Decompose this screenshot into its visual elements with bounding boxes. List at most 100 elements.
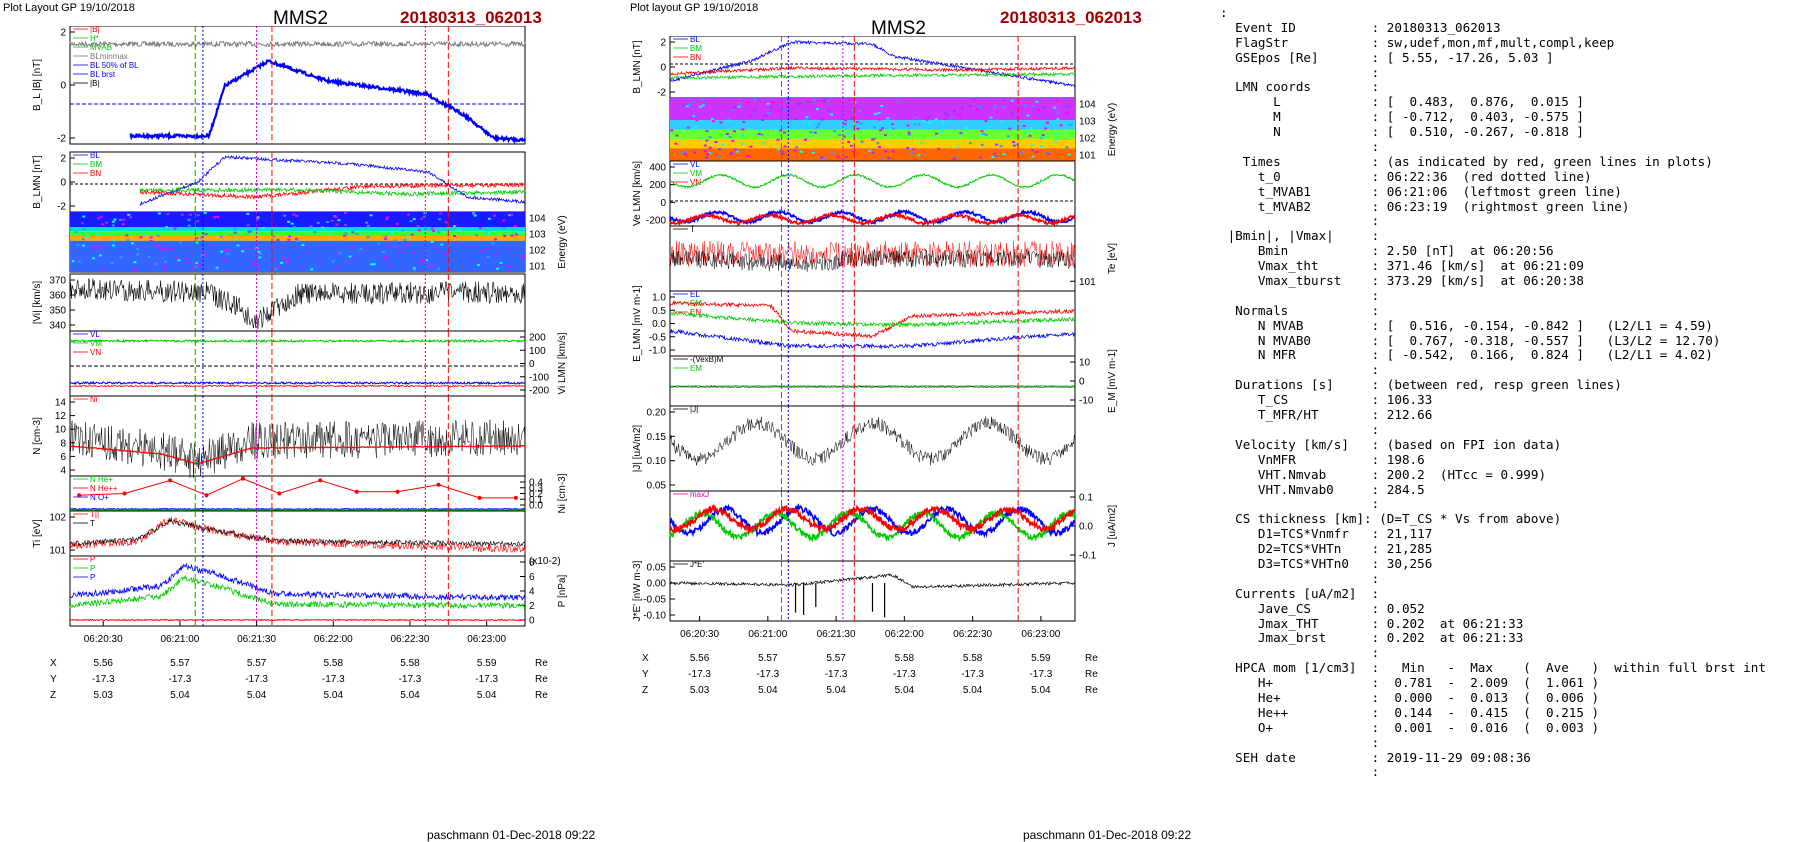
spectrogram-speck	[712, 120, 715, 122]
spectrogram-speck	[876, 142, 879, 144]
spectrogram-speck	[1030, 127, 1033, 129]
summary-row: t_0 : 06:22:36 (red dotted line)	[1220, 170, 1800, 185]
right-event-title: 20180313_062013	[1000, 8, 1142, 28]
summary-row: VHT.Nmvab0 : 284.5	[1220, 483, 1800, 498]
panel-j: 0.200.150.100.05|J| [uA/m2]|J|	[632, 405, 1075, 492]
left-event-title: 20180313_062013	[400, 8, 542, 28]
time-tick-label: 06:21:00	[160, 634, 199, 645]
B-magnitude-line	[70, 42, 525, 47]
y-tick-label: 101	[49, 546, 66, 557]
spectrogram-speck	[410, 220, 413, 222]
spectrogram-speck	[741, 143, 744, 145]
summary-row: L : [ 0.483, 0.876, 0.015 ]	[1220, 95, 1800, 110]
spectrogram-speck	[202, 250, 205, 252]
spectrogram-speck	[246, 213, 249, 215]
spectrogram-speck	[1042, 106, 1045, 108]
spectrogram-speck	[996, 111, 999, 113]
summary-row: :	[1220, 765, 1800, 780]
y-tick-label: 8	[60, 438, 66, 449]
spectrogram-speck	[224, 249, 227, 251]
spectrogram-speck	[439, 213, 442, 215]
spectrogram-speck	[709, 147, 712, 149]
y-tick-label: -100	[529, 372, 549, 383]
time-tick-label: 06:20:30	[680, 629, 719, 640]
spectrogram-speck	[393, 240, 396, 242]
coord-value: 5.04	[477, 690, 497, 701]
spectrogram-speck	[406, 238, 409, 240]
spectrogram-speck	[237, 244, 240, 246]
y-tick-label: 101	[1079, 277, 1096, 288]
P-total-line	[70, 564, 525, 601]
spectrogram-speck	[175, 257, 178, 259]
spectrogram-speck	[455, 241, 458, 243]
spectrogram-speck	[335, 252, 338, 254]
spectrogram-speck	[287, 239, 290, 241]
spectrogram-speck	[881, 157, 884, 159]
coord-value: -17.3	[475, 674, 498, 685]
y-tick-label: 6	[529, 572, 535, 583]
spectrogram-speck	[272, 236, 275, 238]
spectrogram-speck	[676, 134, 679, 136]
spectrogram-speck	[120, 256, 123, 258]
legend-entry: |J|	[690, 405, 698, 414]
right-footer: paschmann 01-Dec-2018 09:22	[1023, 828, 1191, 842]
spectrogram-speck	[910, 152, 913, 154]
spectrogram-speck	[809, 131, 812, 133]
spectrogram-speck	[331, 220, 334, 222]
right-axis-label: Vi LMN [km/s]	[557, 332, 568, 394]
spectrogram-speck	[470, 245, 473, 247]
P-magnetic-line	[70, 620, 525, 621]
summary-row: :	[1220, 572, 1800, 587]
summary-row: D2=TCS*VHTn : 21,285	[1220, 542, 1800, 557]
spectrogram-speck	[287, 221, 290, 223]
BN-line	[670, 67, 1075, 75]
coord-value: 5.59	[477, 658, 497, 669]
spectrogram-speck	[719, 121, 722, 123]
spectrogram-speck	[993, 153, 996, 155]
coord-value: -17.3	[756, 669, 779, 680]
axis-note: (x10-2)	[529, 556, 561, 567]
legend-entry: VM	[690, 169, 702, 178]
spectrogram-speck	[1041, 136, 1044, 138]
spectrogram-speck	[750, 114, 753, 116]
coord-value: 5.59	[1031, 653, 1051, 664]
spectrogram-speck	[491, 242, 494, 244]
spectrogram-speck	[101, 223, 104, 225]
spectrogram-speck	[684, 153, 687, 155]
y-tick-label: 0.05	[647, 481, 667, 492]
spectrogram-speck	[695, 119, 698, 121]
spectrogram-speck	[493, 215, 496, 217]
right-plot-layout-label: Plot layout GP 19/10/2018	[630, 2, 758, 14]
spectrogram-speck	[366, 250, 369, 252]
spectrogram-speck	[475, 260, 478, 262]
coord-value: 5.57	[170, 658, 190, 669]
summary-row: :	[1220, 646, 1800, 661]
spectrogram-speck	[859, 123, 862, 125]
y-tick-label: 10	[55, 425, 67, 436]
spectrogram-speck	[210, 244, 213, 246]
y-tick-label: 2	[60, 28, 66, 39]
right-axis-label: J [uA/m2]	[1107, 505, 1118, 547]
spectrogram-speck	[110, 262, 113, 264]
spectrogram-speck	[150, 240, 153, 242]
spectrogram-speck	[928, 116, 931, 118]
summary-row: :	[1220, 140, 1800, 155]
spectrogram-speck	[871, 152, 874, 154]
spectrogram-speck	[103, 268, 106, 270]
spectrogram-speck	[413, 267, 416, 269]
spectrogram-speck	[1000, 145, 1003, 147]
spectrogram-speck	[352, 257, 355, 259]
y-tick-label: 0.5	[652, 306, 666, 317]
summary-row: N : [ 0.510, -0.267, -0.818 ]	[1220, 125, 1800, 140]
spectrogram-speck	[694, 126, 697, 128]
spectrogram-speck	[1031, 156, 1034, 158]
spectrogram-speck	[257, 251, 260, 253]
spectrogram-speck	[351, 246, 354, 248]
legend-entry: P	[90, 573, 95, 582]
spectrogram-speck	[185, 260, 188, 262]
T-parallel-line	[70, 517, 525, 553]
